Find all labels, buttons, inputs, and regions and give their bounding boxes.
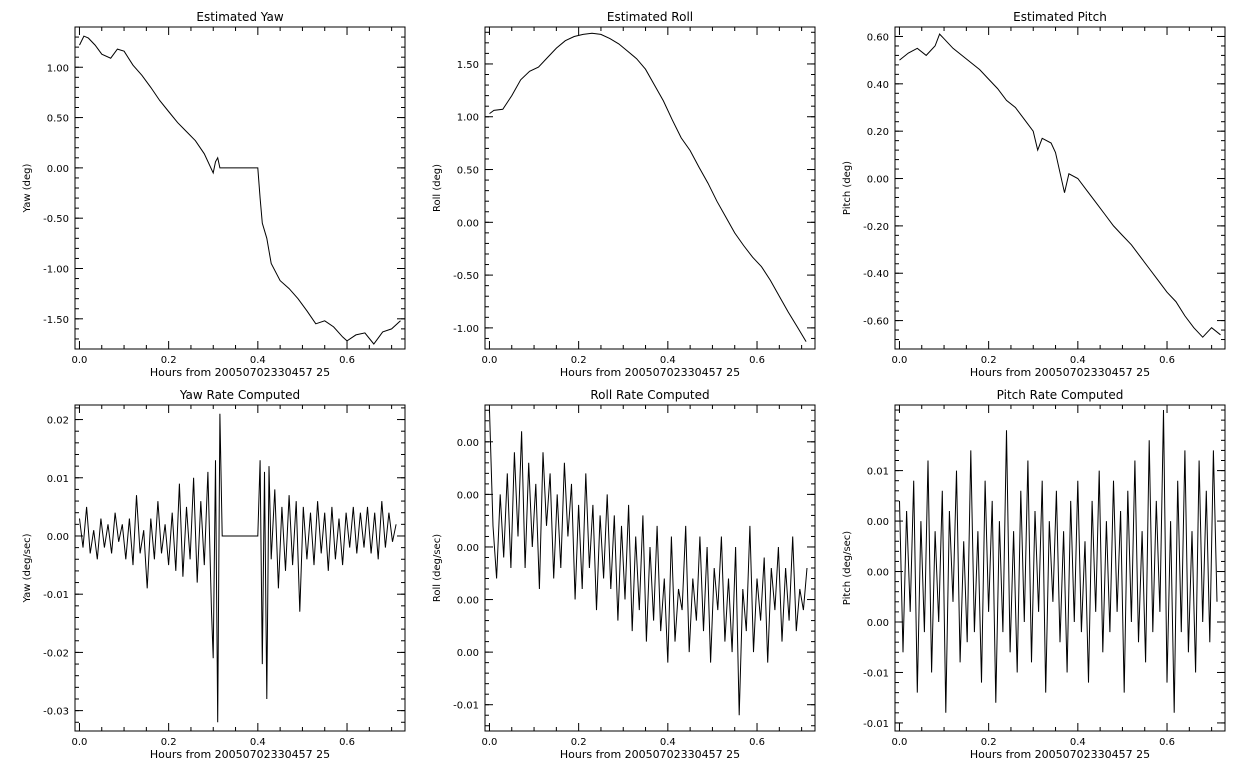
y-axis-label: Yaw (deg) bbox=[22, 163, 33, 213]
y-tick-label: 0.01 bbox=[47, 474, 69, 485]
y-tick-label: -0.50 bbox=[43, 214, 69, 225]
chart-title: Roll Rate Computed bbox=[590, 388, 709, 402]
chart-panel-4: Yaw Rate Computed 0.0 0.2 0.4 0.6 0.02 0.01 0.0… bbox=[22, 388, 406, 761]
x-tick-label: 0.4 bbox=[1070, 355, 1086, 366]
x-tick-label: 0.6 bbox=[1159, 355, 1175, 366]
x-tick-label: 0.0 bbox=[892, 737, 908, 748]
y-tick-label: 0.00 bbox=[867, 618, 889, 629]
y-axis-label: Pitch (deg) bbox=[842, 161, 853, 215]
chart-panel-2: Estimated Roll 0.0 0.2 0.4 0.6 1.50 1.00 0.50 0.… bbox=[432, 10, 816, 379]
plot-frame bbox=[484, 404, 816, 732]
chart-title: Estimated Roll bbox=[607, 10, 693, 24]
x-axis-label: Hours from 20050702330457 25 bbox=[150, 748, 330, 761]
y-axis-label: Roll (deg/sec) bbox=[432, 534, 443, 602]
y-tick-label: 0.50 bbox=[457, 166, 479, 177]
y-tick-label: 0.60 bbox=[867, 32, 889, 43]
y-tick-label: 0.00 bbox=[867, 175, 889, 186]
plot-frame bbox=[484, 26, 816, 350]
x-tick-label: 0.4 bbox=[660, 355, 676, 366]
x-tick-label: 0.4 bbox=[1070, 737, 1086, 748]
y-tick-label: -0.01 bbox=[863, 719, 889, 730]
y-tick-label: 0.00 bbox=[867, 517, 889, 528]
y-tick-label: -0.01 bbox=[453, 701, 479, 712]
chart-panel-1: Estimated Yaw 0.0 0.2 0.4 0.6 1.00 0.50 0.00 -0.… bbox=[22, 10, 406, 379]
x-axis-label: Hours from 20050702330457 25 bbox=[970, 748, 1150, 761]
y-tick-label: 0.40 bbox=[867, 80, 889, 91]
y-axis-label: Roll (deg) bbox=[432, 164, 443, 212]
x-tick-label: 0.2 bbox=[981, 737, 997, 748]
x-tick-label: 0.0 bbox=[482, 355, 498, 366]
x-tick-label: 0.6 bbox=[339, 737, 355, 748]
y-tick-label: -1.50 bbox=[43, 315, 69, 326]
series-line-1 bbox=[79, 35, 401, 345]
y-tick-label: 0.00 bbox=[457, 438, 479, 449]
x-axis-label: Hours from 20050702330457 25 bbox=[560, 366, 740, 379]
y-tick-label: -0.50 bbox=[453, 271, 479, 282]
x-tick-label: 0.0 bbox=[72, 355, 88, 366]
x-tick-label: 0.4 bbox=[250, 355, 266, 366]
y-tick-label: 0.00 bbox=[457, 648, 479, 659]
x-tick-label: 0.6 bbox=[749, 355, 765, 366]
x-tick-label: 0.2 bbox=[981, 355, 997, 366]
y-tick-label: 0.00 bbox=[457, 543, 479, 554]
y-tick-label: 0.01 bbox=[867, 467, 889, 478]
x-tick-label: 0.2 bbox=[571, 737, 587, 748]
y-tick-label: 1.00 bbox=[47, 63, 69, 74]
y-tick-label: -0.01 bbox=[43, 590, 69, 601]
y-tick-label: 0.00 bbox=[457, 490, 479, 501]
y-tick-label: 1.00 bbox=[457, 113, 479, 124]
y-tick-label: -0.60 bbox=[863, 317, 889, 328]
x-tick-label: 0.6 bbox=[1159, 737, 1175, 748]
y-tick-label: 0.00 bbox=[457, 218, 479, 229]
plot-frame bbox=[74, 26, 406, 350]
y-tick-label: 0.50 bbox=[47, 114, 69, 125]
y-tick-label: 0.00 bbox=[457, 596, 479, 607]
x-axis-label: Hours from 20050702330457 25 bbox=[970, 366, 1150, 379]
x-tick-label: 0.4 bbox=[250, 737, 266, 748]
y-axis-label: Yaw (deg/sec) bbox=[22, 533, 33, 603]
x-tick-label: 0.2 bbox=[161, 737, 177, 748]
y-tick-label: -0.01 bbox=[863, 668, 889, 679]
x-axis-label: Hours from 20050702330457 25 bbox=[150, 366, 330, 379]
chart-title: Yaw Rate Computed bbox=[179, 388, 300, 402]
y-tick-label: -1.00 bbox=[453, 324, 479, 335]
chart-title: Estimated Pitch bbox=[1013, 10, 1107, 24]
x-tick-label: 0.2 bbox=[161, 355, 177, 366]
y-tick-label: 0.20 bbox=[867, 127, 889, 138]
x-axis-label: Hours from 20050702330457 25 bbox=[560, 748, 740, 761]
plot-frame bbox=[894, 404, 1226, 732]
series-line-1 bbox=[79, 413, 397, 723]
x-tick-label: 0.0 bbox=[482, 737, 498, 748]
chart-panel-5: Roll Rate Computed 0.0 0.2 0.4 0.6 0.00 0.00 0.… bbox=[432, 388, 816, 761]
series-line-1 bbox=[899, 33, 1221, 338]
x-tick-label: 0.2 bbox=[571, 355, 587, 366]
y-tick-label: -1.00 bbox=[43, 265, 69, 276]
y-tick-label: 0.00 bbox=[47, 164, 69, 175]
series-line-1 bbox=[489, 410, 808, 716]
chart-panel-6: Pitch Rate Computed 0.0 0.2 0.4 0.6 0.01 0.00 0… bbox=[842, 388, 1226, 761]
chart-title: Pitch Rate Computed bbox=[997, 388, 1124, 402]
x-tick-label: 0.4 bbox=[660, 737, 676, 748]
series-line-1 bbox=[899, 409, 1218, 713]
chart-title: Estimated Yaw bbox=[196, 10, 283, 24]
x-tick-label: 0.0 bbox=[72, 737, 88, 748]
y-tick-label: 1.50 bbox=[457, 60, 479, 71]
y-tick-label: 0.00 bbox=[867, 568, 889, 579]
x-tick-label: 0.0 bbox=[892, 355, 908, 366]
y-tick-label: -0.03 bbox=[43, 707, 69, 718]
y-tick-label: -0.20 bbox=[863, 222, 889, 233]
x-tick-label: 0.6 bbox=[749, 737, 765, 748]
y-axis-label: Pitch (deg/sec) bbox=[842, 531, 853, 606]
y-tick-label: 0.02 bbox=[47, 416, 69, 427]
y-tick-label: -0.40 bbox=[863, 269, 889, 280]
series-line-1 bbox=[489, 32, 807, 342]
chart-panel-3: Estimated Pitch 0.0 0.2 0.4 0.6 0.60 0.40 0.20 0… bbox=[842, 10, 1226, 379]
y-tick-label: 0.00 bbox=[47, 532, 69, 543]
plot-frame bbox=[74, 404, 406, 732]
x-tick-label: 0.6 bbox=[339, 355, 355, 366]
y-tick-label: -0.02 bbox=[43, 648, 69, 659]
